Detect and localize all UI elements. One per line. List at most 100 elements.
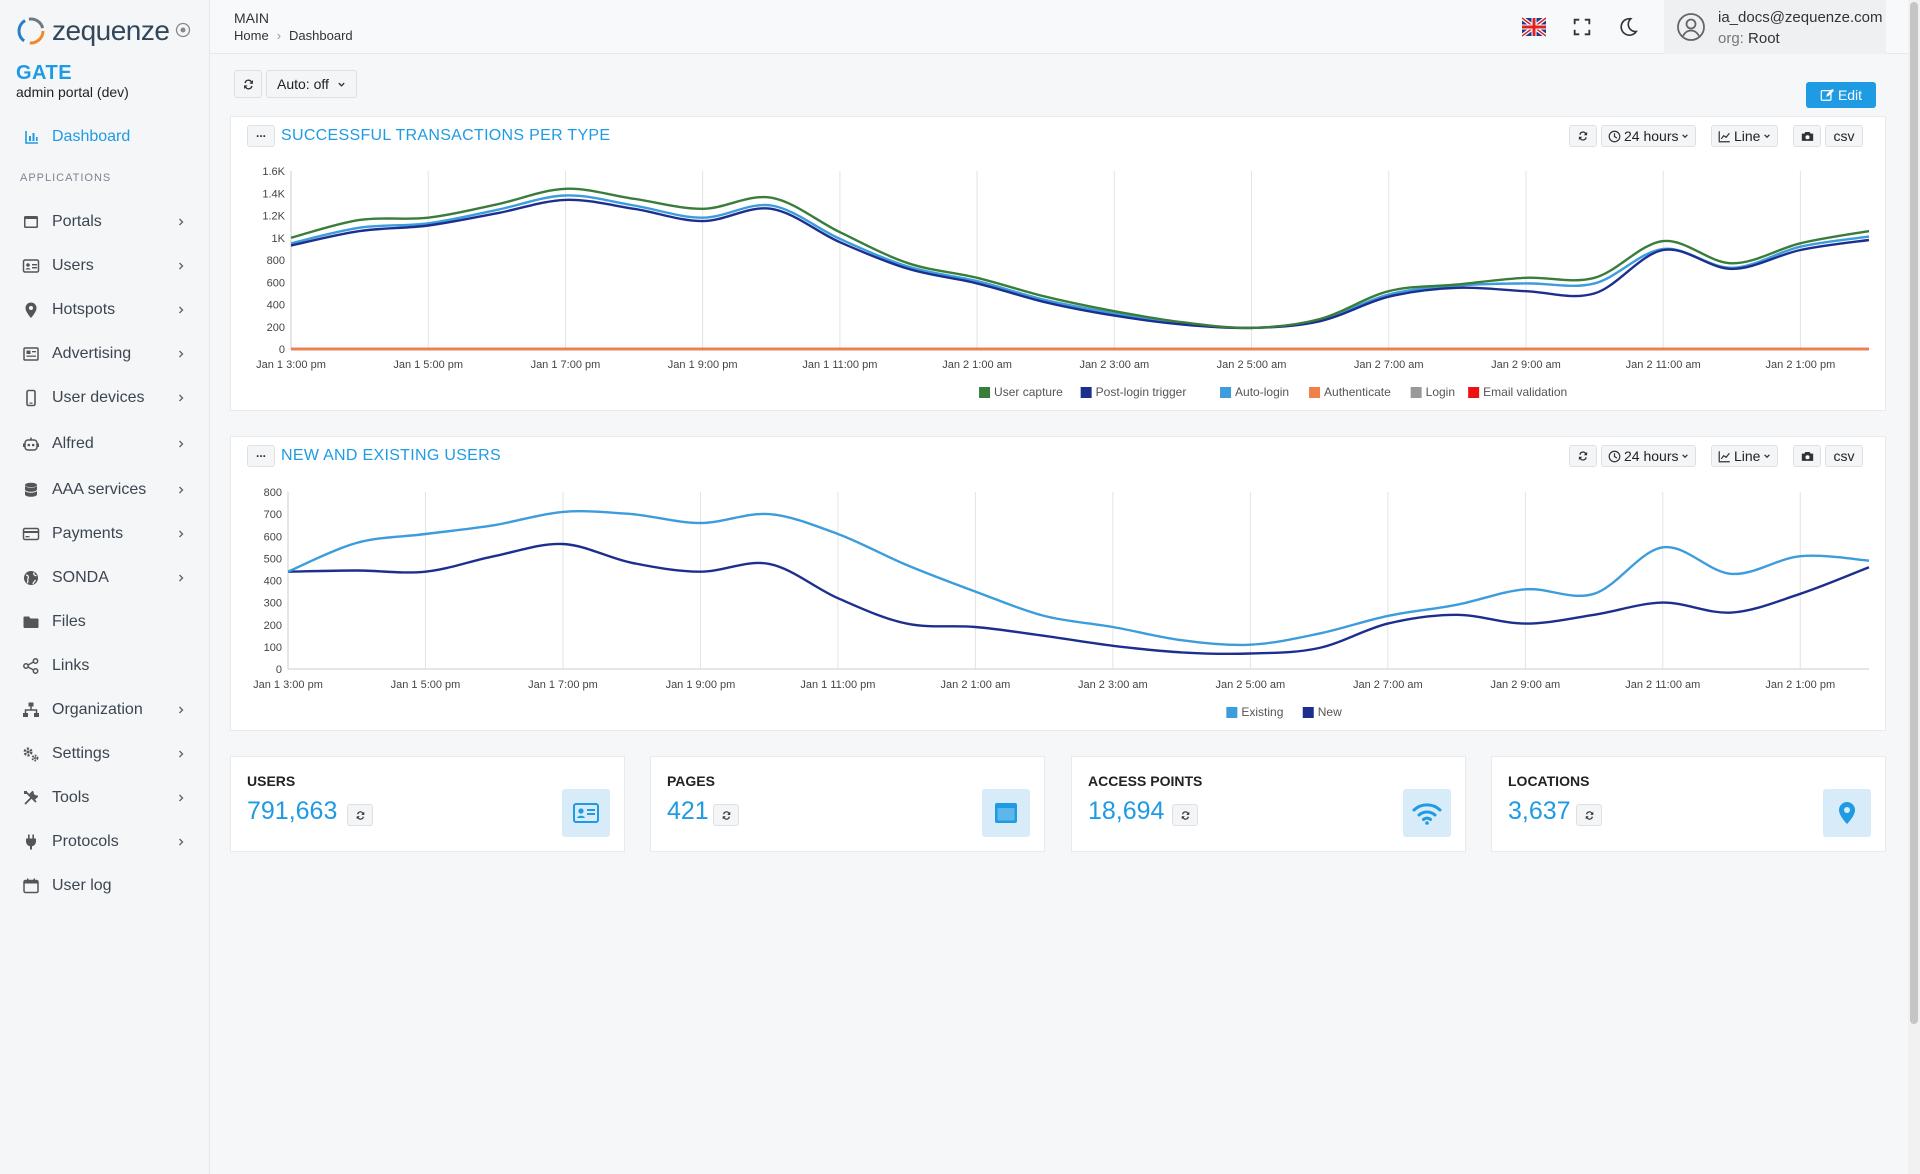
chart-bar-icon: [25, 131, 38, 144]
edit-icon: [1820, 88, 1834, 101]
chart-type-dropdown[interactable]: Line: [1711, 445, 1779, 467]
chevron-right-icon: [176, 837, 186, 847]
sidebar-item-alfred[interactable]: Alfred: [0, 430, 210, 458]
x-tick-label: Jan 2 7:00 am: [1354, 359, 1424, 371]
panel-menu-button[interactable]: ...: [247, 125, 275, 147]
legend-label[interactable]: New: [1318, 705, 1342, 719]
time-range-dropdown[interactable]: 24 hours: [1601, 445, 1697, 467]
legend-label[interactable]: Post-login trigger: [1096, 385, 1187, 399]
time-range-dropdown[interactable]: 24 hours: [1601, 125, 1697, 147]
legend-swatch[interactable]: [1309, 387, 1321, 398]
newspaper-icon: [22, 345, 40, 363]
sidebar-item-payments[interactable]: Payments: [0, 520, 210, 548]
uk-flag-icon[interactable]: [1522, 16, 1546, 38]
panel-transactions: Jan 1 3:00 pm Jan 1 5:00 pm Jan 1 7:00 pm J…: [230, 116, 1886, 411]
sidebar-item-advertising[interactable]: Advertising: [0, 340, 210, 368]
panel-refresh-button[interactable]: [1569, 125, 1597, 147]
legend-label[interactable]: Login: [1426, 385, 1455, 399]
logo[interactable]: zequenze: [14, 14, 170, 48]
clock-icon: [1608, 130, 1621, 142]
series-line-post-login-trigger[interactable]: [290, 198, 1870, 330]
legend-label[interactable]: Auto-login: [1235, 385, 1289, 399]
stat-title: ACCESS POINTS: [1088, 773, 1203, 789]
stat-icon-box: [1403, 789, 1451, 837]
series-line-user-capture[interactable]: [290, 187, 1870, 330]
y-tick-label: 400: [264, 576, 282, 588]
legend-swatch[interactable]: [979, 387, 991, 398]
sidebar-item-dashboard[interactable]: Dashboard: [0, 124, 210, 150]
chart-type-label: Line: [1734, 448, 1761, 464]
auto-refresh-dropdown[interactable]: Auto: off: [266, 70, 357, 98]
series-line-existing[interactable]: [287, 510, 1870, 647]
legend-swatch[interactable]: [1468, 387, 1480, 398]
legend-label[interactable]: User capture: [994, 385, 1063, 399]
sidebar-item-sonda[interactable]: SONDA: [0, 564, 210, 592]
x-tick-label: Jan 2 11:00 am: [1626, 359, 1701, 371]
screenshot-button[interactable]: [1793, 125, 1821, 147]
legend-swatch[interactable]: [1220, 387, 1232, 398]
sidebar-item-protocols[interactable]: Protocols: [0, 828, 210, 856]
fullscreen-icon[interactable]: [1570, 16, 1594, 38]
legend-swatch[interactable]: [1080, 387, 1092, 398]
legend-label[interactable]: Authenticate: [1324, 385, 1391, 399]
x-tick-label: Jan 2 3:00 am: [1079, 359, 1149, 371]
sidebar-item-files[interactable]: Files: [0, 608, 210, 636]
y-tick-label: 0: [276, 664, 282, 676]
panel-refresh-button[interactable]: [1569, 445, 1597, 467]
sidebar-item-links[interactable]: Links: [0, 652, 210, 680]
legend-swatch[interactable]: [1226, 707, 1238, 718]
sidebar-item-organization[interactable]: Organization: [0, 696, 210, 724]
scrollbar-thumb[interactable]: [1910, 2, 1918, 1024]
pin-sidebar-icon[interactable]: [175, 22, 191, 38]
time-range-label: 24 hours: [1624, 128, 1679, 144]
sidebar-item-hotspots[interactable]: Hotspots: [0, 296, 210, 324]
chevron-down-icon: [1682, 454, 1689, 459]
csv-export-button[interactable]: csv: [1825, 125, 1863, 147]
map-marker-icon: [1839, 802, 1855, 824]
x-tick-label: Jan 1 7:00 pm: [531, 359, 601, 371]
legend-swatch[interactable]: [1410, 387, 1422, 398]
sidebar-item-settings[interactable]: Settings: [0, 740, 210, 768]
stat-refresh-button[interactable]: [713, 804, 739, 826]
csv-label: csv: [1833, 448, 1855, 464]
panel-menu-button[interactable]: ...: [247, 445, 275, 467]
legend-label[interactable]: Existing: [1241, 705, 1283, 719]
series-line-auto-login[interactable]: [290, 194, 1870, 330]
sidebar-item-user-devices[interactable]: User devices: [0, 384, 210, 412]
series-line-new[interactable]: [287, 542, 1870, 656]
sidebar-item-portals[interactable]: Portals: [0, 208, 210, 236]
auto-refresh-label: Auto: off: [277, 76, 329, 92]
screenshot-button[interactable]: [1793, 445, 1821, 467]
transactions-chart: Jan 1 3:00 pm Jan 1 5:00 pm Jan 1 7:00 pm J…: [256, 166, 1870, 399]
breadcrumb-home[interactable]: Home: [234, 28, 269, 43]
stat-refresh-button[interactable]: [1576, 804, 1602, 826]
sidebar-item-tools[interactable]: Tools: [0, 784, 210, 812]
chart-type-dropdown[interactable]: Line: [1711, 125, 1779, 147]
org-label: org:: [1718, 30, 1744, 47]
stat-refresh-button[interactable]: [1172, 804, 1198, 826]
sidebar-item-users[interactable]: Users: [0, 252, 210, 280]
x-tick-label: Jan 1 7:00 pm: [528, 679, 598, 691]
gears-icon: [22, 745, 40, 763]
csv-export-button[interactable]: csv: [1825, 445, 1863, 467]
sidebar-item-user-log[interactable]: User log: [0, 872, 210, 900]
legend-label[interactable]: Email validation: [1483, 385, 1567, 399]
app-subtitle: admin portal (dev): [16, 84, 129, 100]
csv-label: csv: [1833, 128, 1855, 144]
chevron-right-icon: [176, 529, 186, 539]
edit-button[interactable]: Edit: [1806, 82, 1876, 108]
wifi-icon: [1412, 803, 1442, 825]
stat-refresh-button[interactable]: [347, 804, 373, 826]
y-tick-label: 600: [264, 531, 282, 543]
dashboard-refresh-button[interactable]: [234, 70, 262, 98]
stat-card-pages: PAGES 421: [650, 756, 1045, 852]
user-menu[interactable]: ia_docs@zequenze.com org: Root: [1664, 0, 1886, 54]
dark-mode-moon-icon[interactable]: [1616, 16, 1640, 38]
sidebar-item-aaa-services[interactable]: AAA services: [0, 476, 210, 504]
logo-text: zequenze: [52, 15, 170, 46]
legend-swatch[interactable]: [1302, 707, 1314, 718]
chevron-right-icon: [176, 749, 186, 759]
sidebar-item-label: SONDA: [52, 569, 109, 586]
chevron-right-icon: [176, 393, 186, 403]
credit-card-icon: [22, 525, 40, 543]
